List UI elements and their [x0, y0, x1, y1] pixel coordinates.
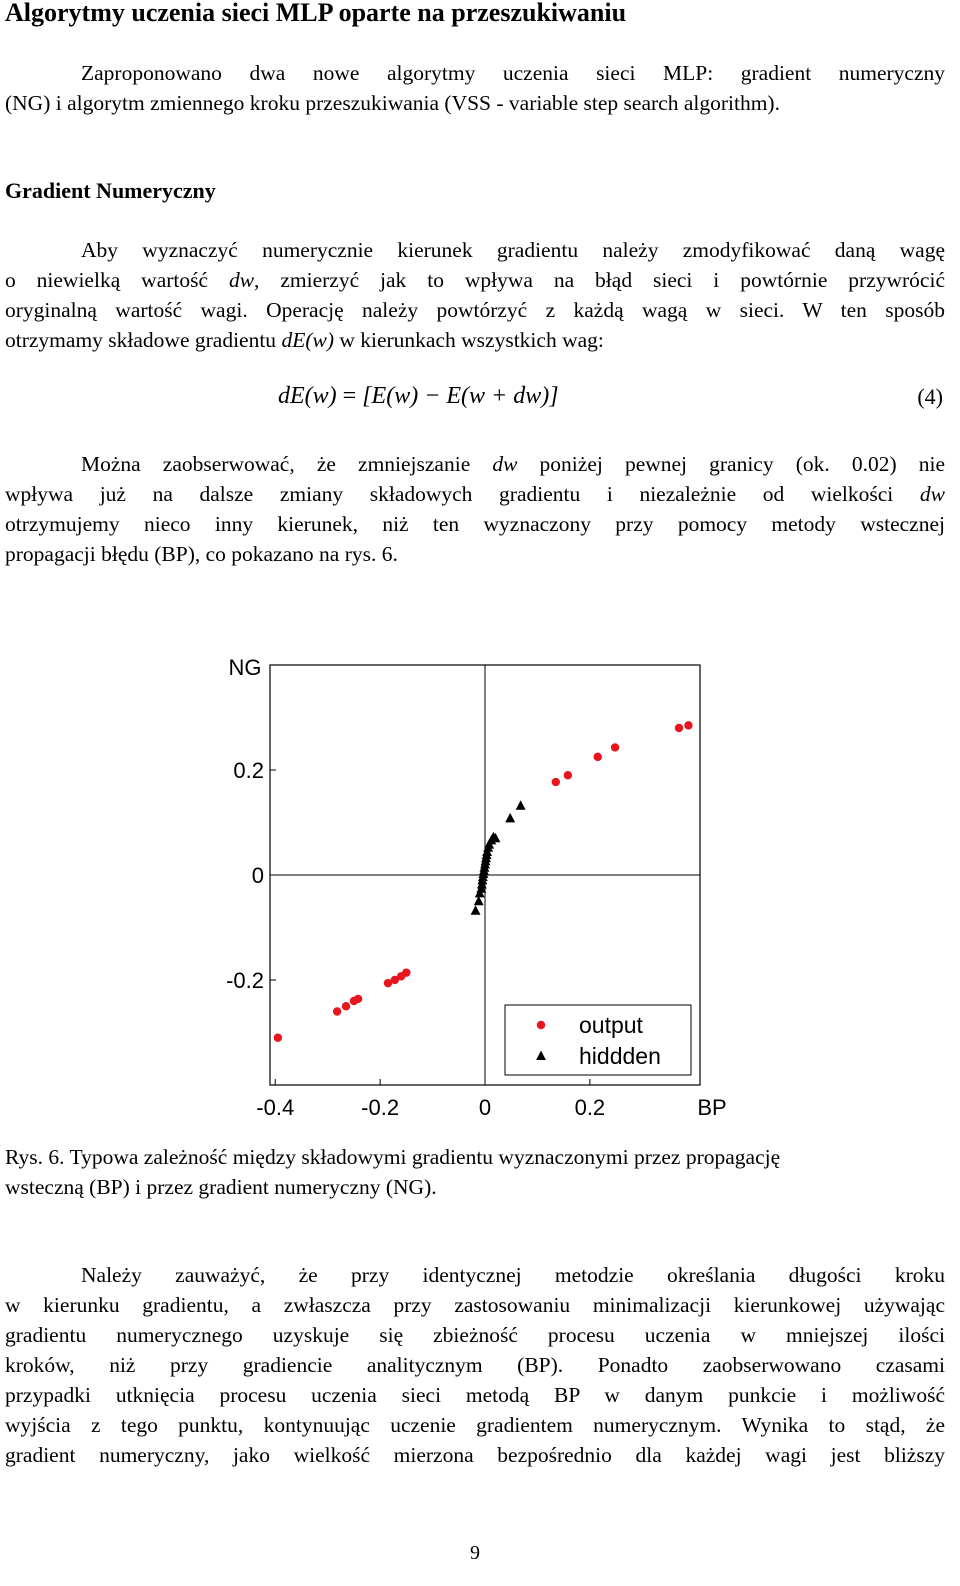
paragraph-line: Można zaobserwować, że zmniejszanie dw p…	[81, 452, 946, 476]
y-tick-label: 0	[252, 863, 264, 888]
data-point-circle	[674, 723, 684, 733]
figure-caption: Rys. 6. Typowa zależność między składowy…	[5, 1142, 945, 1202]
variable-dw: dw	[919, 482, 945, 506]
paragraph-2: Można zaobserwować, że zmniejszanie dw p…	[5, 449, 945, 569]
intro-line: (NG) i algorytm zmiennego kroku przeszuk…	[5, 91, 780, 115]
paragraph-line: wpływa już na dalsze zmiany składowych g…	[5, 482, 945, 506]
document-title: Algorytmy uczenia sieci MLP oparte na pr…	[5, 0, 627, 27]
paragraph-line: propagacji błędu (BP), co pokazano na ry…	[5, 542, 398, 566]
caption-line: Rys. 6. Typowa zależność między składowy…	[5, 1145, 781, 1169]
section-heading: Gradient Numeryczny	[5, 178, 216, 203]
scatter-chart: -0.4 -0.2 0 0.2 0.2 0 -0.2 BP NG output hiddden	[226, 655, 727, 1120]
data-point-triangle	[473, 895, 484, 906]
x-tick-label: -0.4	[256, 1095, 294, 1120]
caption-line: wsteczną (BP) i przez gradient numeryczn…	[5, 1175, 437, 1199]
paragraph-line: otrzymujemy nieco inny kierunek, niż ten…	[5, 512, 945, 536]
variable-de: dE(w)	[281, 328, 334, 352]
paragraph-line: w kierunku gradientu, a zwłaszcza przy z…	[5, 1293, 945, 1317]
variable-dw: dw	[492, 452, 518, 476]
paragraph-line: przypadki utknięcia procesu uczenia siec…	[5, 1383, 945, 1407]
data-point-circle	[273, 1033, 283, 1042]
data-point-triangle	[515, 800, 526, 810]
intro-line: Zaproponowano dwa nowe algorytmy uczenia…	[81, 61, 945, 85]
x-axis-label: BP	[697, 1095, 726, 1120]
x-tick-label: 0.2	[575, 1095, 606, 1120]
x-tick-label: -0.2	[361, 1095, 399, 1120]
data-point-circle	[353, 994, 363, 1004]
data-point-circle	[383, 978, 393, 988]
x-tick-label: 0	[479, 1095, 491, 1120]
legend-label: hiddden	[579, 1043, 661, 1069]
equation-lhs: dE(w)	[278, 383, 337, 409]
legend-box	[504, 1004, 692, 1076]
paragraph-1: Aby wyznaczyć numerycznie kierunek gradi…	[5, 235, 945, 355]
paragraph-line: kroków, niż przy gradiencie analitycznym…	[5, 1353, 945, 1377]
data-point-circle	[593, 752, 602, 762]
data-point-circle	[610, 743, 620, 752]
variable-dw: dw	[228, 268, 255, 292]
data-point-triangle	[490, 832, 501, 843]
paragraph-line: oryginalną wartość wagi. Operację należy…	[5, 298, 945, 322]
legend-marker	[536, 1050, 546, 1061]
paragraph-line: otrzymamy składowe gradientu dE(w) w kie…	[5, 328, 604, 352]
data-point-circle	[390, 975, 400, 985]
y-axis-label: NG	[229, 655, 262, 680]
data-point-circle	[332, 1007, 342, 1016]
equation-equals: =	[336, 383, 363, 409]
paragraph-line: gradientu numerycznego uzyskuje się zbie…	[5, 1323, 945, 1347]
data-point-circle	[563, 771, 573, 780]
paragraph-3: Należy zauważyć, że przy identycznej met…	[5, 1260, 945, 1470]
equation-rhs: [E(w) − E(w + dw)]	[362, 383, 559, 409]
legend-label: output	[579, 1012, 644, 1038]
paragraph-line: Należy zauważyć, że przy identycznej met…	[81, 1263, 945, 1287]
equation-number: (4)	[917, 384, 943, 409]
data-point-triangle	[505, 812, 516, 823]
intro-paragraph: Zaproponowano dwa nowe algorytmy uczenia…	[5, 58, 945, 118]
legend-marker	[536, 1020, 546, 1030]
paragraph-line: o niewielką wartość dw, zmierzyć jak to …	[5, 268, 945, 292]
page-number: 9	[470, 1542, 480, 1564]
paragraph-line: gradient numeryczny, jako wielkość mierz…	[5, 1443, 945, 1467]
data-point-triangle	[470, 905, 481, 915]
y-tick-label: -0.2	[226, 968, 264, 993]
data-point-circle	[341, 1002, 351, 1011]
equation: dE(w) = [E(w) − E(w + dw)]	[278, 383, 559, 410]
data-point-circle	[551, 777, 560, 787]
y-tick-label: 0.2	[233, 758, 264, 783]
data-point-circle	[402, 968, 411, 977]
paragraph-line: wyjścia z tego punktu, kontynuując uczen…	[5, 1413, 945, 1437]
data-point-circle	[684, 721, 693, 730]
paragraph-line: Aby wyznaczyć numerycznie kierunek gradi…	[81, 238, 945, 262]
